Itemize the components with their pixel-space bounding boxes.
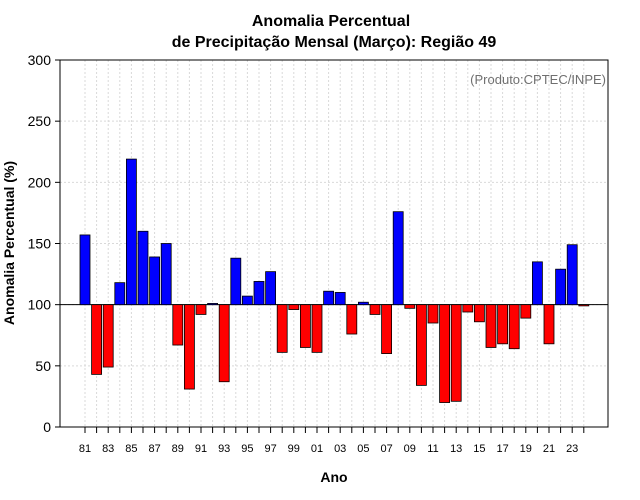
x-tick-label: 11 xyxy=(427,443,438,455)
y-axis-title: Anomalia Percentual (%) xyxy=(1,161,17,325)
bar-96 xyxy=(253,281,265,306)
y-tick-label: 300 xyxy=(28,52,52,68)
bar-13 xyxy=(450,304,462,402)
bar-88 xyxy=(160,243,172,306)
bar-84 xyxy=(114,282,126,306)
bar-00 xyxy=(299,304,311,348)
bar-82 xyxy=(91,304,102,375)
x-tick-label: 01 xyxy=(311,443,323,455)
bar-19 xyxy=(520,304,532,319)
bar-91 xyxy=(195,304,207,315)
y-tick-label: 0 xyxy=(43,419,51,435)
bar-98 xyxy=(276,304,288,353)
bar-18 xyxy=(508,304,520,350)
bar-97 xyxy=(265,271,277,306)
x-tick-label: 87 xyxy=(148,443,160,455)
bar-93 xyxy=(218,304,230,383)
bar-90 xyxy=(183,304,195,390)
bar-86 xyxy=(137,230,149,306)
x-tick-label: 23 xyxy=(566,443,578,455)
y-tick-label: 150 xyxy=(28,236,52,252)
x-tick-label: 03 xyxy=(334,443,346,455)
bar-06 xyxy=(369,304,381,315)
chart-title-line-2: de Precipitação Mensal (Março): Região 4… xyxy=(172,34,497,51)
bar-94 xyxy=(230,257,242,306)
bar-12 xyxy=(439,304,451,403)
y-axis: 0 50 100 150 200 250 300 xyxy=(28,52,60,435)
bar-21 xyxy=(543,304,555,345)
x-axis-title: Ano xyxy=(320,469,347,485)
x-tick-label: 95 xyxy=(241,443,253,455)
source-annotation: (Produto:CPTEC/INPE) xyxy=(470,72,606,87)
bars-layer xyxy=(79,158,590,403)
bar-89 xyxy=(172,304,184,346)
bar-92 xyxy=(207,303,219,306)
bar-17 xyxy=(497,304,509,345)
bar-09 xyxy=(404,304,416,309)
y-tick-label: 50 xyxy=(35,358,51,374)
y-tick-label: 250 xyxy=(28,113,52,129)
bar-15 xyxy=(473,304,485,323)
x-axis: 81 83 85 87 89 91 93 95 97 99 01 03 05 07 09 11 13 15 17 19… xyxy=(79,427,585,455)
x-tick-label: 13 xyxy=(450,443,462,455)
chart-title-line-1: Anomalia Percentual xyxy=(252,13,410,30)
bar-22 xyxy=(555,268,566,306)
bar-02 xyxy=(323,290,335,306)
bar-11 xyxy=(427,304,439,324)
x-tick-label: 07 xyxy=(380,443,392,455)
bar-14 xyxy=(462,304,474,313)
bar-85 xyxy=(126,158,137,306)
bar-16 xyxy=(485,304,497,348)
bar-08 xyxy=(392,211,404,306)
bar-24 xyxy=(578,304,590,307)
x-tick-label: 21 xyxy=(543,443,555,455)
bar-81 xyxy=(79,234,91,306)
bar-95 xyxy=(241,295,253,306)
bar-10 xyxy=(415,304,427,386)
bar-83 xyxy=(102,304,114,368)
bar-07 xyxy=(381,304,393,354)
bar-05 xyxy=(357,301,369,306)
bar-03 xyxy=(334,292,346,306)
x-tick-label: 09 xyxy=(404,443,416,455)
x-tick-label: 97 xyxy=(264,443,276,455)
bar-20 xyxy=(532,261,543,306)
x-tick-label: 83 xyxy=(102,443,114,455)
x-tick-label: 85 xyxy=(125,443,137,455)
bar-99 xyxy=(288,304,300,310)
x-tick-label: 15 xyxy=(473,443,485,455)
bar-04 xyxy=(346,304,358,335)
x-tick-label: 91 xyxy=(195,443,207,455)
x-tick-label: 99 xyxy=(288,443,300,455)
bar-23 xyxy=(566,244,578,306)
x-tick-label: 93 xyxy=(218,443,230,455)
y-tick-label: 200 xyxy=(28,174,52,190)
bar-87 xyxy=(149,256,161,306)
y-tick-label: 100 xyxy=(28,297,52,313)
x-tick-label: 05 xyxy=(357,443,369,455)
bar-01 xyxy=(311,304,323,353)
x-tick-label: 89 xyxy=(172,443,184,455)
x-tick-label: 17 xyxy=(496,443,508,455)
x-tick-label: 81 xyxy=(79,443,91,455)
x-tick-label: 19 xyxy=(520,443,532,455)
